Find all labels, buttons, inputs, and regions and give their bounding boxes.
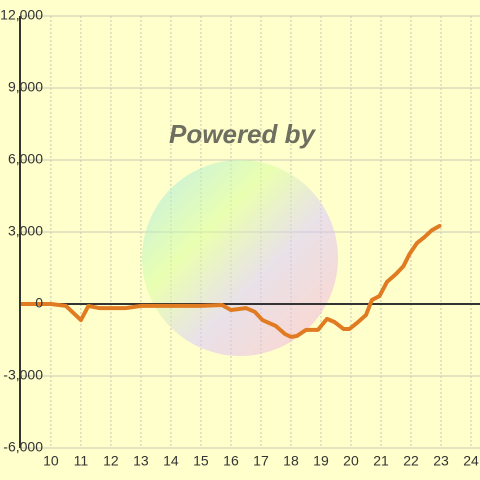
x-tick-label: 10 <box>43 453 59 469</box>
y-tick-label: 6,000 <box>8 151 43 167</box>
x-tick-label: 17 <box>253 453 269 469</box>
y-tick-label: -3,000 <box>3 367 43 383</box>
y-tick-label: 9,000 <box>8 79 43 95</box>
x-tick-label: 20 <box>343 453 359 469</box>
y-tick-label: 12,000 <box>0 7 43 23</box>
x-tick-label: 21 <box>373 453 389 469</box>
x-tick-label: 15 <box>193 453 209 469</box>
x-tick-label: 12 <box>103 453 119 469</box>
x-tick-label: 16 <box>223 453 239 469</box>
x-tick-label: 18 <box>283 453 299 469</box>
plot <box>18 224 480 339</box>
x-tick-label: 19 <box>313 453 329 469</box>
y-tick-label: 0 <box>35 295 43 311</box>
x-tick-label: 11 <box>74 453 89 469</box>
data-line <box>18 224 442 339</box>
x-tick-label: 22 <box>403 453 419 469</box>
x-tick-label: 23 <box>433 453 449 469</box>
watermark-logo <box>142 160 338 356</box>
x-tick-label: 24 <box>463 453 479 469</box>
watermark-text: Powered by <box>169 119 316 149</box>
y-tick-label: 3,000 <box>8 223 43 239</box>
x-tick-label: 13 <box>133 453 149 469</box>
x-tick-label: 14 <box>163 453 179 469</box>
y-tick-label: -6,000 <box>3 439 43 455</box>
